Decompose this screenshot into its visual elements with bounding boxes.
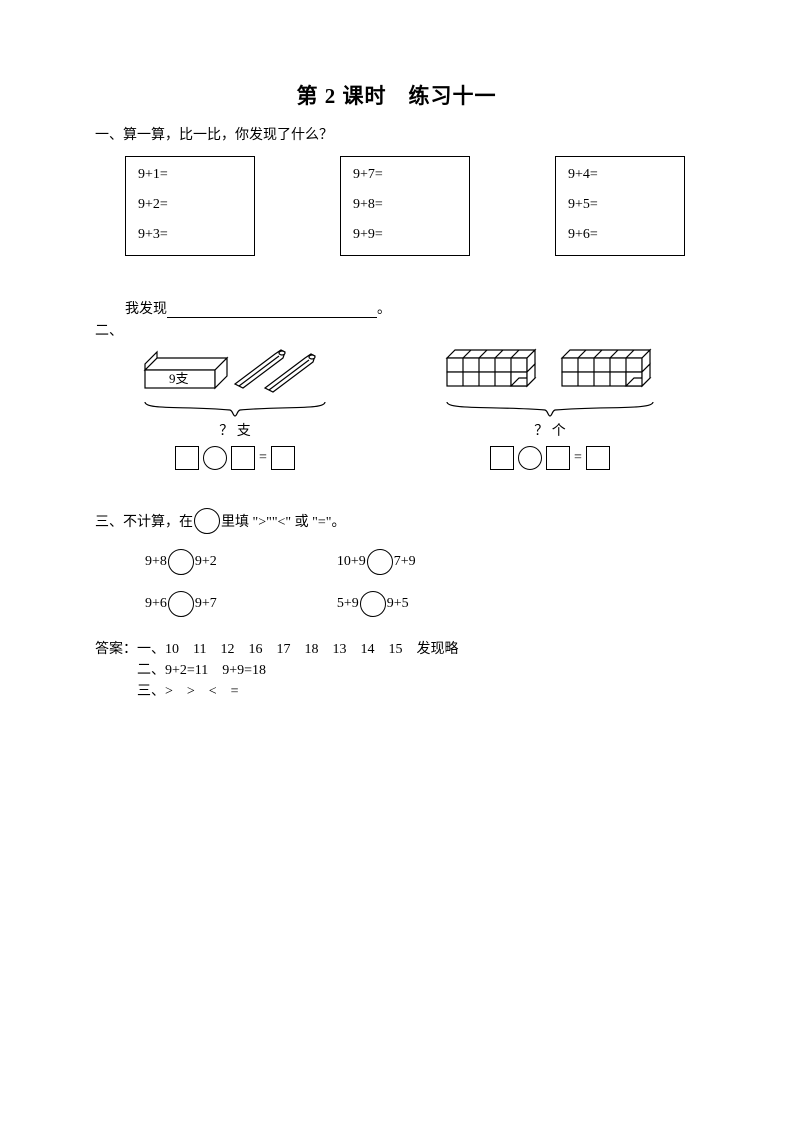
q3-row: 9+6 9+7 5+9 9+5: [145, 591, 698, 617]
comp-item: 9+8 9+2: [145, 549, 217, 575]
eq: 9+3=: [138, 227, 244, 243]
blank-square[interactable]: [546, 446, 570, 470]
brace-icon: [435, 400, 665, 418]
blank-circle[interactable]: [518, 446, 542, 470]
blank-square[interactable]: [490, 446, 514, 470]
blank-square[interactable]: [586, 446, 610, 470]
discover-prefix: 我发现: [125, 302, 167, 317]
eq: 9+7=: [353, 167, 459, 183]
rhs: 9+7: [195, 596, 217, 612]
eq: 9+2=: [138, 197, 244, 213]
page-title: 第 2 课时 练习十一: [95, 80, 698, 110]
rhs: 7+9: [394, 554, 416, 570]
q1-heading: 一、算一算，比一比，你发现了什么？: [95, 124, 698, 144]
q1-box-2: 9+7= 9+8= 9+9=: [340, 156, 470, 256]
equals-sign: =: [259, 450, 267, 466]
eq: 9+8=: [353, 197, 459, 213]
comp-item: 10+9 7+9: [337, 549, 416, 575]
q2-pictures: 9支 ？ 支: [95, 340, 698, 470]
rhs: 9+2: [195, 554, 217, 570]
q3-heading-post: 里填 ">""<" 或 "="。: [221, 511, 345, 531]
worksheet-page: 第 2 课时 练习十一 一、算一算，比一比，你发现了什么？ 9+1= 9+2= …: [0, 0, 793, 1122]
q2-right-group: ？ 个 =: [435, 340, 665, 470]
q1-boxes: 9+1= 9+2= 9+3= 9+7= 9+8= 9+9= 9+4= 9+5= …: [95, 156, 698, 256]
q2-right-label: ？ 个: [534, 420, 566, 440]
q3-row: 9+8 9+2 10+9 7+9: [145, 549, 698, 575]
q1-box-1: 9+1= 9+2= 9+3=: [125, 156, 255, 256]
q3-heading: 三、不计算，在 里填 ">""<" 或 "="。: [95, 508, 698, 534]
answers-block: 答案：一、10 11 12 16 17 18 13 14 15 发现略 二、9+…: [95, 639, 698, 702]
box-label: 9支: [169, 371, 189, 386]
cubes-illustration: [435, 340, 665, 400]
blank-circle[interactable]: [360, 591, 386, 617]
circle-icon: [194, 508, 220, 534]
blank-square[interactable]: [175, 446, 199, 470]
q3-heading-pre: 三、不计算，在: [95, 511, 193, 531]
answers-line-3: 三、> > < =: [95, 681, 698, 702]
q3-comparisons: 9+8 9+2 10+9 7+9 9+6 9+7 5+9 9+5: [95, 549, 698, 617]
blank-square[interactable]: [271, 446, 295, 470]
pens-illustration: 9支: [135, 340, 335, 400]
q2-right-equation: =: [490, 446, 610, 470]
blank-line[interactable]: [167, 303, 377, 318]
q2-left-group: 9支 ？ 支: [135, 340, 335, 470]
blank-circle[interactable]: [367, 549, 393, 575]
lhs: 10+9: [337, 554, 366, 570]
lhs: 9+8: [145, 554, 167, 570]
q1-box-3: 9+4= 9+5= 9+6=: [555, 156, 685, 256]
eq: 9+6=: [568, 227, 674, 243]
eq: 9+9=: [353, 227, 459, 243]
blank-circle[interactable]: [168, 549, 194, 575]
q2-left-label: ？ 支: [219, 420, 251, 440]
eq: 9+4=: [568, 167, 674, 183]
comp-item: 5+9 9+5: [337, 591, 409, 617]
q1-discover: 我发现 。: [125, 298, 698, 318]
lhs: 9+6: [145, 596, 167, 612]
blank-square[interactable]: [231, 446, 255, 470]
eq: 9+1=: [138, 167, 244, 183]
answers-line-1: 答案：一、10 11 12 16 17 18 13 14 15 发现略: [95, 639, 698, 660]
comp-item: 9+6 9+7: [145, 591, 217, 617]
q2-heading: 二、: [95, 320, 698, 340]
q2-left-equation: =: [175, 446, 295, 470]
answers-line-2: 二、9+2=11 9+9=18: [95, 660, 698, 681]
lhs: 5+9: [337, 596, 359, 612]
eq: 9+5=: [568, 197, 674, 213]
brace-icon: [135, 400, 335, 418]
blank-circle[interactable]: [203, 446, 227, 470]
blank-circle[interactable]: [168, 591, 194, 617]
equals-sign: =: [574, 450, 582, 466]
discover-suffix: 。: [377, 302, 391, 317]
rhs: 9+5: [387, 596, 409, 612]
